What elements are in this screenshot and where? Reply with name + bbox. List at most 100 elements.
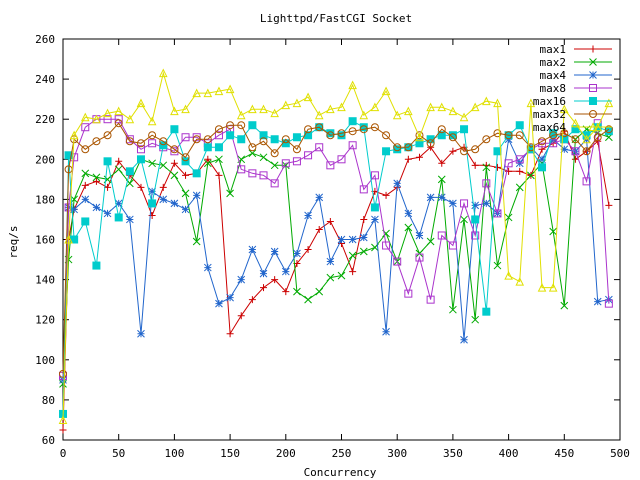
- legend-label: max16: [533, 95, 566, 108]
- data-point-max64: [170, 106, 179, 116]
- series-lines: [58, 68, 614, 434]
- x-tick-label: 250: [332, 447, 352, 460]
- data-point-max8: [359, 185, 368, 194]
- data-point-max64: [404, 106, 413, 116]
- data-point-max16: [549, 129, 558, 138]
- data-point-max4: [515, 159, 524, 168]
- data-point-max4: [270, 247, 279, 256]
- y-tick-label: 100: [35, 354, 55, 367]
- legend-label: max64: [533, 121, 566, 134]
- data-point-max8: [292, 157, 301, 166]
- data-point-max16: [181, 157, 190, 166]
- data-point-max64: [348, 80, 357, 90]
- data-point-max4: [181, 205, 190, 214]
- data-point-max16: [270, 135, 279, 144]
- data-point-max2: [326, 273, 335, 282]
- data-point-max8: [515, 155, 524, 164]
- y-axis-label: req/s: [7, 225, 20, 258]
- legend-item-max1: max1: [540, 43, 612, 56]
- data-point-max1: [304, 246, 312, 254]
- data-point-max16: [259, 131, 268, 140]
- data-point-max32: [560, 129, 569, 138]
- data-point-max64: [337, 102, 346, 112]
- data-point-max1: [182, 171, 190, 179]
- data-point-max64: [426, 102, 435, 112]
- chart-title: Lighttpd/FastCGI Socket: [260, 12, 412, 25]
- legend-item-max2: max2: [540, 56, 612, 69]
- data-point-max32: [593, 133, 602, 142]
- data-point-max8: [315, 143, 324, 152]
- data-point-max1: [92, 177, 100, 185]
- data-point-max4: [226, 293, 234, 302]
- data-point-max8: [192, 133, 201, 142]
- data-point-max64: [303, 92, 313, 102]
- data-point-max16: [192, 169, 201, 178]
- data-point-max2: [415, 249, 424, 258]
- data-point-max8: [248, 169, 257, 178]
- data-point-max8: [103, 115, 112, 124]
- data-point-max64: [504, 270, 513, 280]
- data-point-max1: [505, 167, 513, 175]
- data-point-max32: [203, 135, 212, 144]
- data-point-max4: [337, 235, 346, 244]
- data-point-max1: [471, 161, 479, 169]
- y-tick-label: 80: [42, 394, 55, 407]
- data-point-max16: [64, 151, 73, 160]
- data-point-max64: [548, 283, 558, 292]
- data-point-max2: [549, 227, 558, 236]
- legend-swatch-marker: [589, 58, 597, 66]
- data-point-max8: [393, 257, 402, 266]
- data-point-max4: [137, 329, 145, 338]
- data-point-max8: [493, 209, 502, 218]
- data-point-max32: [404, 143, 413, 152]
- data-point-max64: [80, 112, 90, 122]
- data-point-max4: [304, 211, 312, 220]
- data-point-max1: [215, 171, 223, 179]
- data-point-max64: [493, 98, 502, 108]
- legend-item-max32: max32: [533, 108, 612, 121]
- data-point-max8: [571, 147, 580, 156]
- data-point-max1: [516, 167, 524, 175]
- data-point-max16: [248, 121, 257, 130]
- data-point-max16: [482, 307, 491, 316]
- data-point-max1: [81, 181, 89, 189]
- data-point-max1: [449, 147, 457, 155]
- legend-swatch-marker: [589, 110, 597, 118]
- data-point-max16: [538, 163, 547, 172]
- data-point-max4: [471, 201, 480, 210]
- data-point-max64: [136, 98, 146, 108]
- y-tick-label: 240: [35, 73, 55, 86]
- data-point-max8: [259, 171, 268, 180]
- data-point-max16: [493, 147, 502, 156]
- data-point-max4: [114, 199, 123, 208]
- data-point-max16: [348, 117, 357, 126]
- data-point-max8: [370, 171, 379, 180]
- data-point-max1: [159, 183, 167, 191]
- data-point-max1: [349, 268, 357, 276]
- data-point-max2: [248, 149, 257, 158]
- data-point-max2: [192, 237, 201, 246]
- data-point-max16: [393, 145, 402, 154]
- data-point-max1: [237, 312, 245, 320]
- data-point-max64: [415, 132, 424, 142]
- axes: 0 50 100 150 200 250 300 350 400 450 500 60 80 100 120…: [35, 33, 630, 460]
- data-point-max2: [215, 155, 223, 164]
- data-point-max16: [415, 139, 424, 148]
- data-point-max1: [427, 143, 435, 151]
- data-point-max8: [237, 165, 246, 174]
- data-point-max32: [125, 137, 134, 146]
- data-point-max8: [136, 145, 145, 154]
- data-point-max64: [559, 104, 569, 114]
- data-point-max4: [415, 231, 424, 240]
- legend-label: max1: [540, 43, 567, 56]
- data-point-max8: [348, 141, 357, 150]
- data-point-max32: [226, 121, 235, 130]
- data-point-max16: [148, 199, 157, 208]
- data-point-max4: [393, 179, 402, 188]
- y-tick-label: 160: [35, 234, 55, 247]
- data-point-max8: [214, 131, 223, 140]
- data-point-max1: [282, 288, 290, 296]
- data-point-max64: [225, 84, 235, 94]
- data-point-max32: [248, 143, 257, 152]
- data-point-max4: [192, 191, 201, 200]
